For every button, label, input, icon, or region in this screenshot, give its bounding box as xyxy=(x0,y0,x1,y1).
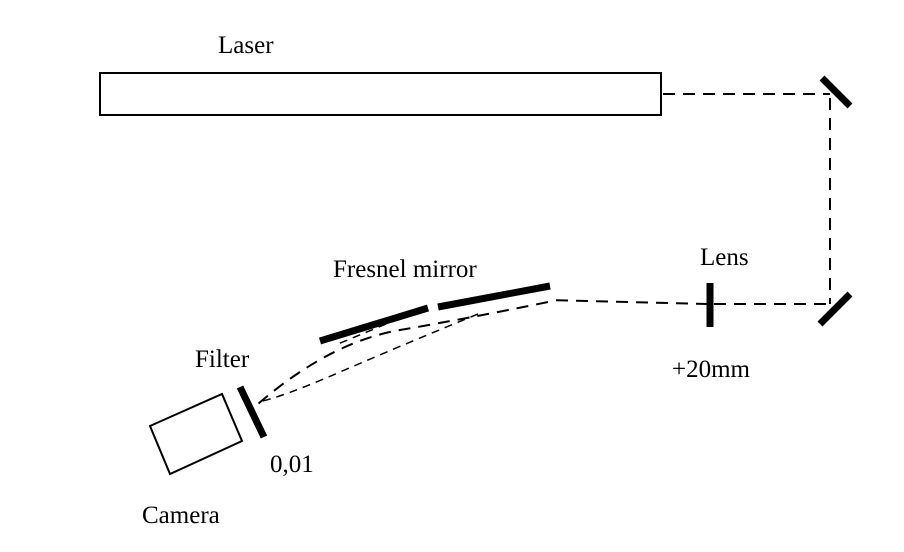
beam-lens-to-fresnel xyxy=(547,299,709,305)
beam-reflected-lower xyxy=(257,313,479,403)
laser-body xyxy=(99,72,662,116)
bottom-mirror xyxy=(817,291,853,327)
lens-label: Lens xyxy=(700,244,749,271)
lens-focal-label: +20mm xyxy=(672,356,751,383)
top-mirror xyxy=(819,75,853,109)
camera-label: Camera xyxy=(142,502,220,529)
filter-value-label: 0,01 xyxy=(270,451,314,478)
camera-body xyxy=(148,392,244,476)
fresnel-mirror-label: Fresnel mirror xyxy=(333,256,477,283)
laser-label: Laser xyxy=(218,32,274,59)
fresnel-mirror-segment-right xyxy=(437,282,551,311)
fresnel-mirror-segment-left xyxy=(318,304,430,345)
filter-label: Filter xyxy=(195,346,250,373)
beam-reflected-upper xyxy=(257,301,549,405)
filter xyxy=(236,385,268,439)
beam-reflected-short xyxy=(337,323,387,345)
